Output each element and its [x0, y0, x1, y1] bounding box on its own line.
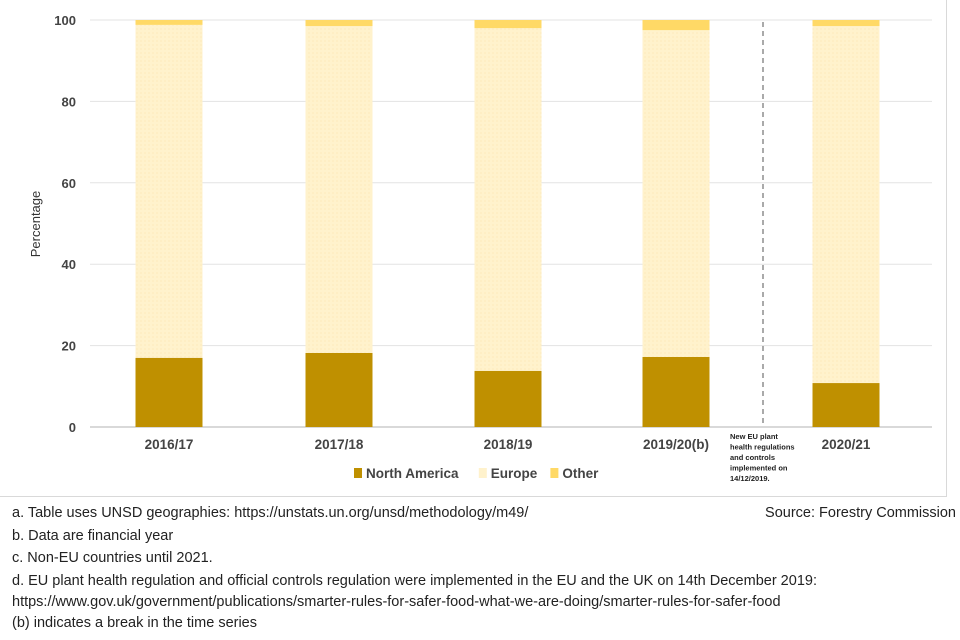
bar-north-america [135, 357, 203, 427]
bar-north-america [812, 383, 880, 427]
legend-swatch [354, 468, 362, 478]
bar-other [474, 20, 542, 29]
bar-north-america [305, 352, 373, 427]
note-c: c. Non-EU countries until 2021. [12, 550, 213, 566]
y-tick-label: 40 [62, 257, 76, 272]
bar-other [812, 20, 880, 27]
stacked-bar-chart: 0 20 40 60 80 100 Percentage 2016/17 2017/18 2018… [28, 13, 932, 483]
bar-north-america [642, 356, 710, 427]
y-tick-label: 80 [62, 94, 76, 109]
legend-swatch [478, 468, 487, 478]
annotation-text: implemented on [730, 464, 788, 473]
x-tick-label: 2020/21 [822, 437, 871, 452]
annotation-text: New EU plant [730, 432, 778, 441]
note-a: a. Table uses UNSD geographies: https://… [12, 505, 529, 521]
bar-other [135, 20, 203, 25]
bar-europe [812, 26, 880, 384]
annotation-text: health regulations [730, 443, 795, 452]
bar-europe [305, 26, 373, 353]
y-tick-label: 20 [62, 339, 76, 354]
bar-europe [642, 30, 710, 357]
bar-other [305, 20, 373, 27]
note-d-link[interactable]: https://www.gov.uk/government/publicatio… [12, 594, 781, 610]
bar-other [642, 20, 710, 31]
bar-europe [135, 24, 203, 358]
legend-item: Other [562, 466, 599, 481]
x-tick-label: 2019/20(b) [643, 437, 709, 452]
y-tick-label: 100 [54, 13, 76, 28]
legend-swatch [550, 468, 559, 478]
source-text: Source: Forestry Commission [765, 505, 956, 521]
legend-item: Europe [491, 466, 538, 481]
note-break: (b) indicates a break in the time series [12, 615, 257, 631]
annotation-text: 14/12/2019. [730, 474, 770, 483]
bar-north-america [474, 370, 542, 427]
y-axis-label: Percentage [28, 191, 43, 258]
x-tick-label: 2016/17 [145, 437, 194, 452]
y-tick-label: 60 [62, 176, 76, 191]
note-d: d. EU plant health regulation and offici… [12, 573, 817, 589]
x-tick-label: 2017/18 [315, 437, 364, 452]
annotation-text: and controls [730, 453, 775, 462]
note-b: b. Data are financial year [12, 528, 174, 544]
legend-item: North America [366, 466, 459, 481]
chart-area: 0 20 40 60 80 100 Percentage 2016/17 2017/18 2018… [0, 0, 947, 497]
bar-europe [474, 28, 542, 371]
x-tick-label: 2018/19 [484, 437, 533, 452]
y-tick-label: 0 [69, 420, 76, 435]
